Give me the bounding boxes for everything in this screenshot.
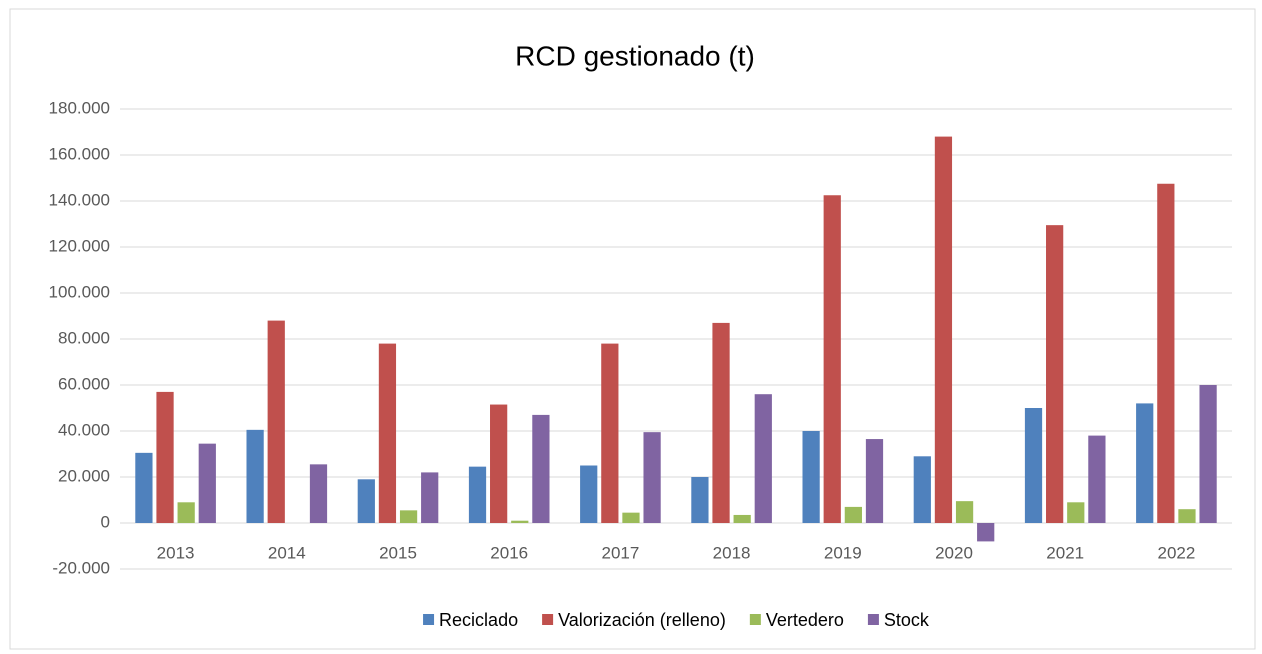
bar: [955, 501, 974, 523]
bar: [691, 477, 709, 523]
bar: [1067, 502, 1085, 523]
bar: [934, 136, 953, 523]
x-tick-label: 2013: [157, 543, 195, 562]
y-tick-label: 100.000: [49, 282, 110, 301]
bar: [733, 514, 751, 523]
y-tick-label: -20.000: [52, 558, 110, 577]
bar: [1178, 509, 1196, 523]
bar: [246, 429, 264, 523]
x-tick-label: 2016: [490, 543, 528, 562]
bar: [622, 512, 640, 523]
bar: [156, 391, 174, 523]
bar: [712, 322, 730, 523]
y-tick-label: 20.000: [58, 466, 110, 485]
y-tick-label: 80.000: [58, 328, 110, 347]
chart-title: RCD gestionado (t): [515, 40, 755, 71]
bar: [177, 502, 195, 523]
legend-label: Stock: [884, 610, 930, 630]
y-tick-label: 40.000: [58, 420, 110, 439]
x-tick-label: 2014: [268, 543, 306, 562]
legend-swatch: [423, 614, 435, 625]
legend-label: Valorización (relleno): [558, 610, 726, 630]
x-tick-label: 2021: [1046, 543, 1084, 562]
legend-label: Vertedero: [766, 610, 844, 630]
bar: [913, 456, 931, 523]
bar: [135, 452, 153, 523]
bar: [977, 523, 995, 542]
y-tick-label: 120.000: [49, 236, 110, 255]
x-tick-label: 2017: [601, 543, 639, 562]
bar: [844, 506, 862, 523]
x-tick-label: 2019: [824, 543, 862, 562]
legend-swatch: [867, 614, 879, 625]
bar: [754, 394, 772, 523]
legend-swatch: [749, 614, 761, 625]
y-tick-label: 160.000: [49, 144, 110, 163]
bar: [198, 443, 216, 523]
bar: [490, 404, 508, 523]
x-tick-label: 2018: [713, 543, 751, 562]
bar: [802, 431, 820, 523]
bar: [511, 520, 529, 523]
bar: [823, 195, 841, 523]
bar: [1157, 183, 1175, 523]
x-tick-label: 2020: [935, 543, 973, 562]
bar: [378, 343, 397, 523]
legend-label: Reciclado: [439, 610, 518, 630]
bar: [865, 439, 884, 523]
x-tick-label: 2022: [1157, 543, 1195, 562]
legend-swatch: [542, 614, 554, 625]
bar: [1199, 385, 1217, 523]
bar: [1136, 403, 1154, 523]
bar: [468, 466, 487, 523]
bar: [1046, 225, 1064, 523]
y-tick-label: 60.000: [58, 374, 110, 393]
bar: [1088, 435, 1106, 523]
bar: [1024, 408, 1043, 523]
bar: [421, 472, 439, 523]
bar: [309, 464, 328, 523]
bar: [643, 432, 661, 523]
bar: [580, 465, 598, 523]
bar: [399, 510, 418, 523]
bar: [532, 414, 550, 523]
bar: [601, 343, 619, 523]
bar: [357, 479, 375, 523]
x-tick-label: 2015: [379, 543, 417, 562]
y-tick-label: 0: [101, 512, 110, 531]
bar: [267, 320, 285, 523]
y-tick-label: 180.000: [49, 98, 110, 117]
y-tick-label: 140.000: [49, 190, 110, 209]
